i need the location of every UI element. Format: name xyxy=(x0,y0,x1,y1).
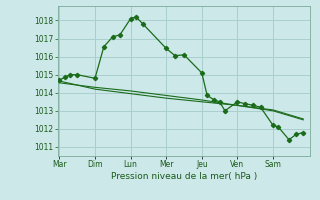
X-axis label: Pression niveau de la mer( hPa ): Pression niveau de la mer( hPa ) xyxy=(111,172,257,181)
